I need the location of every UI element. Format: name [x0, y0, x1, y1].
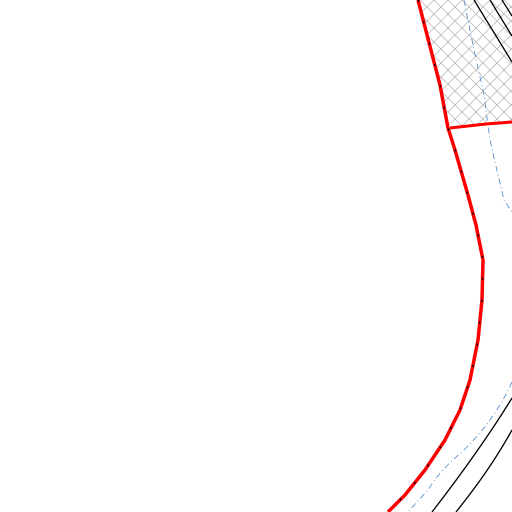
road-edge	[455, 429, 512, 512]
hatched-area	[418, 0, 512, 128]
boundary	[386, 0, 512, 512]
waterway	[463, 0, 512, 213]
road-edge	[431, 397, 512, 512]
waterways	[407, 0, 512, 512]
road-edge	[489, 0, 512, 37]
boundary-dashes	[387, 0, 484, 512]
road-edge	[501, 0, 512, 17]
road-edge	[473, 0, 512, 63]
waterway	[407, 381, 512, 512]
boundary-line	[449, 120, 512, 130]
road-edges	[431, 0, 512, 512]
